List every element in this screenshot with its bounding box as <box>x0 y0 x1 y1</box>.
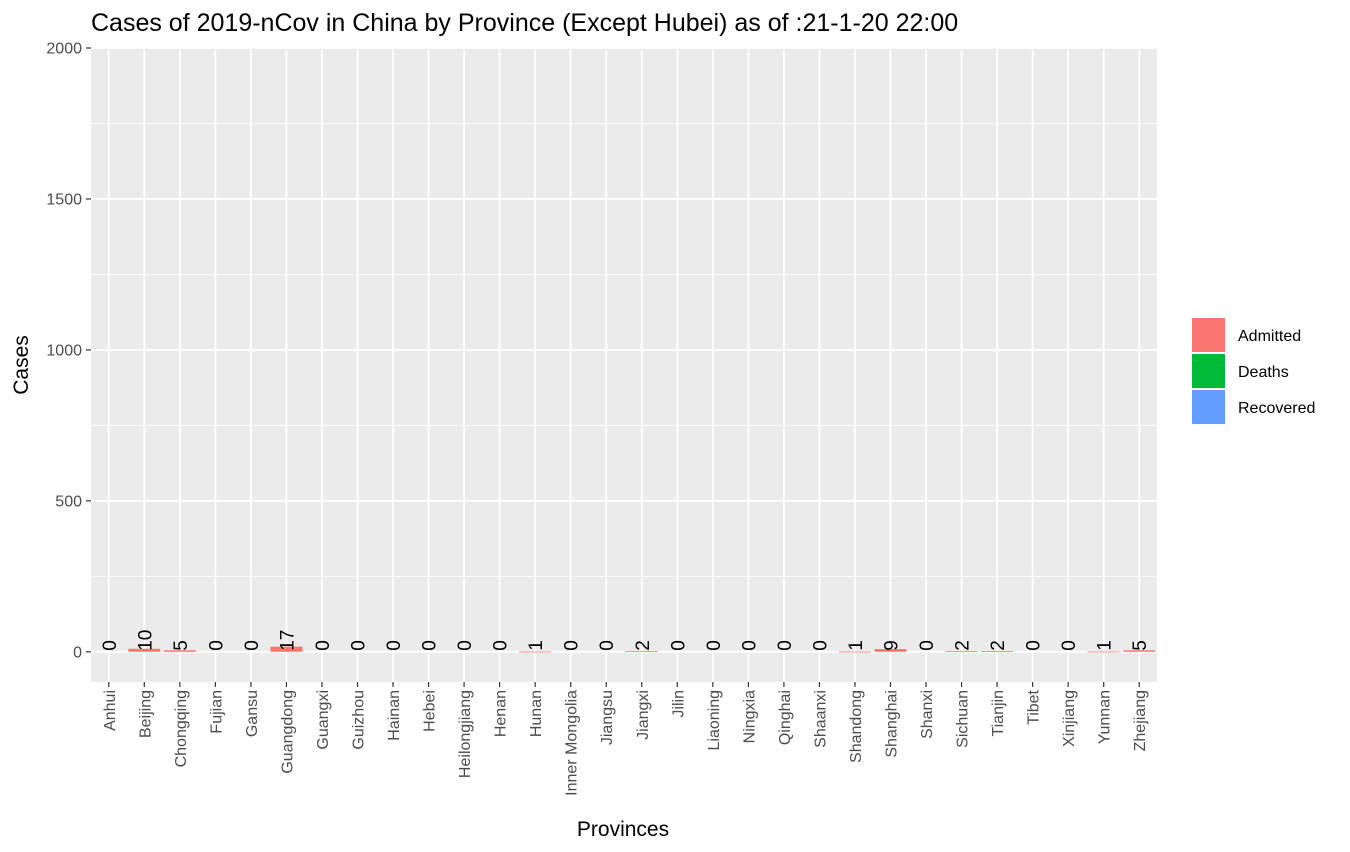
x-tick-label: Jiangxi <box>635 690 652 740</box>
data-label: 5 <box>1130 640 1151 651</box>
data-label: 9 <box>882 640 903 651</box>
x-tick-label: Yunnan <box>1097 690 1114 744</box>
legend-label: Recovered <box>1238 400 1315 417</box>
x-tick-label: Tianjin <box>990 690 1007 737</box>
data-label: 2 <box>633 640 654 651</box>
bar-admitted <box>945 651 978 653</box>
bar-admitted <box>128 648 161 652</box>
data-label: 0 <box>206 640 227 651</box>
legend: Admitted Deaths Recovered <box>1192 318 1315 424</box>
y-tick-label: 2000 <box>46 41 82 58</box>
data-label: 5 <box>171 640 192 651</box>
x-tick-label: Sichuan <box>955 690 972 748</box>
data-label: 2 <box>953 640 974 651</box>
bars <box>128 646 1156 653</box>
x-tick-label: Shanxi <box>919 690 936 739</box>
data-label: 0 <box>313 640 334 651</box>
x-tick-label: Qinghai <box>777 690 794 745</box>
data-label: 0 <box>1024 640 1045 651</box>
x-tick-label: Xinjiang <box>1061 690 1078 747</box>
data-label: 0 <box>810 640 831 651</box>
data-label: 17 <box>277 630 298 651</box>
data-label: 0 <box>420 640 441 651</box>
x-tick-label: Hebei <box>422 690 439 732</box>
data-label: 0 <box>775 640 796 651</box>
x-tick-label: Beijing <box>137 690 154 738</box>
x-tick-label: Jiangsu <box>599 690 616 745</box>
chart-title: Cases of 2019-nCov in China by Province … <box>91 9 958 37</box>
data-label: 0 <box>1059 640 1080 651</box>
data-label: 0 <box>739 640 760 651</box>
data-label: 2 <box>988 640 1009 651</box>
legend-label: Deaths <box>1238 364 1289 381</box>
y-axis: 0 500 1000 1500 2000 <box>46 41 91 661</box>
data-label: 0 <box>668 640 689 651</box>
bar-admitted <box>270 646 303 652</box>
major-gridlines <box>91 47 1157 682</box>
data-label: 0 <box>100 640 121 651</box>
x-tick-label: Ningxia <box>741 690 758 743</box>
data-label: 0 <box>349 640 370 651</box>
x-tick-label: Zhejiang <box>1132 690 1149 751</box>
bar-admitted <box>163 650 196 652</box>
x-tick-label: Chongqing <box>173 690 190 767</box>
minor-gridlines <box>91 123 1157 577</box>
data-label: 10 <box>135 630 156 651</box>
bar-admitted <box>1087 651 1120 653</box>
bar-admitted <box>519 651 552 653</box>
y-tick-label: 500 <box>55 493 82 510</box>
x-tick-label: Hainan <box>386 690 403 741</box>
x-axis: Anhui Beijing Chongqing Fujian Gansu Guangdon… <box>102 682 1149 796</box>
data-label: 1 <box>846 640 867 651</box>
data-labels: 0 10 5 0 0 17 0 0 0 0 0 0 1 0 0 2 0 0 0 0 0 1 9 0 2 2 0 0 1 5 <box>100 630 1151 651</box>
legend-key-admitted <box>1192 318 1225 352</box>
data-label: 0 <box>455 640 476 651</box>
x-tick-label: Hunan <box>528 690 545 737</box>
x-tick-label: Henan <box>493 690 510 737</box>
data-label: 0 <box>562 640 583 651</box>
x-tick-label: Gansu <box>244 690 261 737</box>
data-label: 1 <box>526 640 547 651</box>
x-tick-label: Shaanxi <box>812 690 829 748</box>
bar-admitted <box>838 651 871 653</box>
y-axis-title: Cases <box>10 335 33 395</box>
x-tick-label: Guangxi <box>315 690 332 750</box>
data-label: 0 <box>491 640 512 651</box>
x-tick-label: Heilongjiang <box>457 690 474 778</box>
legend-label: Admitted <box>1238 328 1301 345</box>
x-tick-label: Guangdong <box>279 690 296 774</box>
y-tick-label: 1000 <box>46 342 82 359</box>
data-label: 0 <box>242 640 263 651</box>
x-tick-label: Liaoning <box>706 690 723 751</box>
legend-key-recovered <box>1192 390 1225 424</box>
x-tick-label: Tibet <box>1026 689 1043 725</box>
x-tick-label: Shandong <box>848 690 865 763</box>
x-tick-label: Fujian <box>208 690 225 734</box>
data-label: 1 <box>1095 640 1116 651</box>
x-tick-label: Inner Mongolia <box>564 690 581 796</box>
bar-admitted <box>874 649 907 652</box>
bar-admitted <box>625 651 658 653</box>
legend-key-deaths <box>1192 354 1225 388</box>
data-label: 0 <box>597 640 618 651</box>
data-label: 0 <box>384 640 405 651</box>
y-tick-label: 0 <box>73 644 82 661</box>
x-axis-title: Provinces <box>577 818 669 841</box>
x-tick-label: Shanghai <box>884 690 901 758</box>
x-tick-label: Anhui <box>102 690 119 731</box>
bar-admitted <box>1123 650 1156 652</box>
bar-admitted <box>981 651 1014 653</box>
y-tick-label: 1500 <box>46 191 82 208</box>
data-label: 0 <box>704 640 725 651</box>
data-label: 0 <box>917 640 938 651</box>
x-tick-label: Jilin <box>670 690 687 718</box>
x-tick-label: Guizhou <box>351 690 368 750</box>
